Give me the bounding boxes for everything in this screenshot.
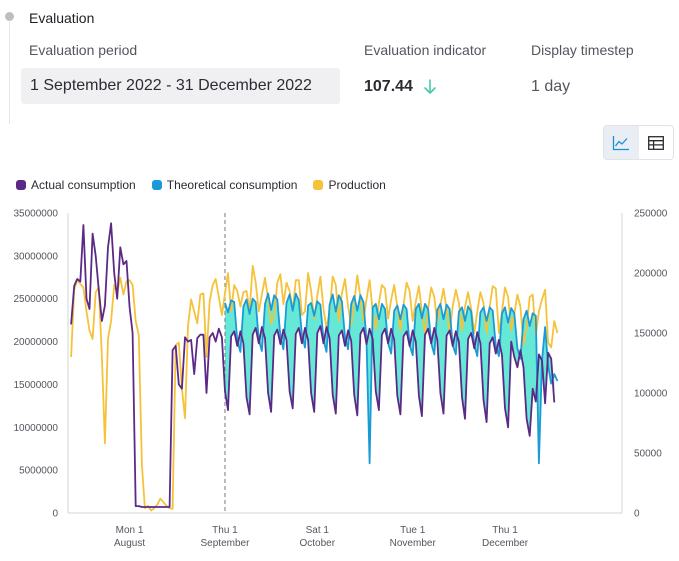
y-right-tick-label: 50000 — [634, 449, 662, 460]
legend-item-actual[interactable]: Actual consumption — [16, 178, 136, 192]
y-left-tick-label: 0 — [52, 509, 58, 520]
x-tick-label: Thu 1 — [212, 525, 238, 536]
chart-legend: Actual consumption Theoretical consumpti… — [16, 178, 402, 192]
y-right-tick-label: 100000 — [634, 389, 668, 400]
evaluation-period-field[interactable]: 1 September 2022 - 31 December 2022 — [21, 68, 340, 104]
legend-swatch-theoretical — [151, 180, 162, 190]
view-toggle — [603, 125, 674, 160]
y-left-tick-label: 15000000 — [14, 380, 59, 391]
y-left-tick-label: 35000000 — [14, 209, 59, 220]
series-line-production — [70, 264, 559, 512]
x-tick-label: Mon 1 — [116, 525, 144, 536]
evaluation-period-label: Evaluation period — [29, 42, 138, 58]
section-title: Evaluation — [29, 10, 95, 26]
timeline-dot — [5, 12, 14, 21]
y-left-tick-label: 30000000 — [14, 251, 59, 262]
evaluation-indicator-label: Evaluation indicator — [364, 42, 487, 58]
display-timestep-label: Display timestep — [531, 42, 634, 58]
legend-label-theoretical: Theoretical consumption — [166, 178, 298, 192]
legend-label-production: Production — [328, 178, 386, 192]
y-right-tick-label: 150000 — [634, 329, 668, 340]
legend-swatch-actual — [16, 180, 26, 190]
y-left-tick-label: 25000000 — [14, 294, 59, 305]
x-tick-label: August — [114, 538, 145, 549]
x-tick-label: September — [201, 538, 251, 549]
legend-item-production[interactable]: Production — [313, 178, 386, 192]
x-tick-label: Tue 1 — [400, 525, 426, 536]
x-tick-label: December — [482, 538, 529, 549]
table-view-button[interactable] — [639, 126, 674, 159]
arrow-down-icon — [424, 79, 436, 94]
legend-item-theoretical[interactable]: Theoretical consumption — [151, 178, 298, 192]
chart-view-button[interactable] — [604, 126, 639, 159]
x-tick-label: Thu 1 — [492, 525, 518, 536]
display-timestep-value: 1 day — [531, 78, 571, 95]
legend-swatch-production — [313, 180, 324, 190]
timeline-line — [9, 22, 10, 124]
x-tick-label: November — [390, 538, 437, 549]
x-tick-label: Sat 1 — [306, 525, 330, 536]
table-icon — [647, 135, 664, 150]
x-tick-label: October — [300, 538, 336, 549]
y-left-tick-label: 20000000 — [14, 337, 59, 348]
consumption-chart[interactable]: 0 5000000 10000000 15000000 20000000 25000000… — [0, 200, 679, 561]
y-right-tick-label: 0 — [634, 509, 640, 520]
series-line-theoretical — [224, 292, 559, 465]
evaluation-indicator-value: 107.44 — [364, 78, 413, 95]
legend-label-actual: Actual consumption — [31, 178, 136, 192]
y-right-tick-label: 200000 — [634, 269, 668, 280]
y-left-tick-label: 5000000 — [19, 466, 58, 477]
y-right-tick-label: 250000 — [634, 209, 668, 220]
series-line-actual — [70, 222, 556, 508]
line-chart-icon — [613, 135, 630, 150]
y-left-tick-label: 10000000 — [14, 423, 59, 434]
deviation-fill-area — [224, 293, 555, 464]
